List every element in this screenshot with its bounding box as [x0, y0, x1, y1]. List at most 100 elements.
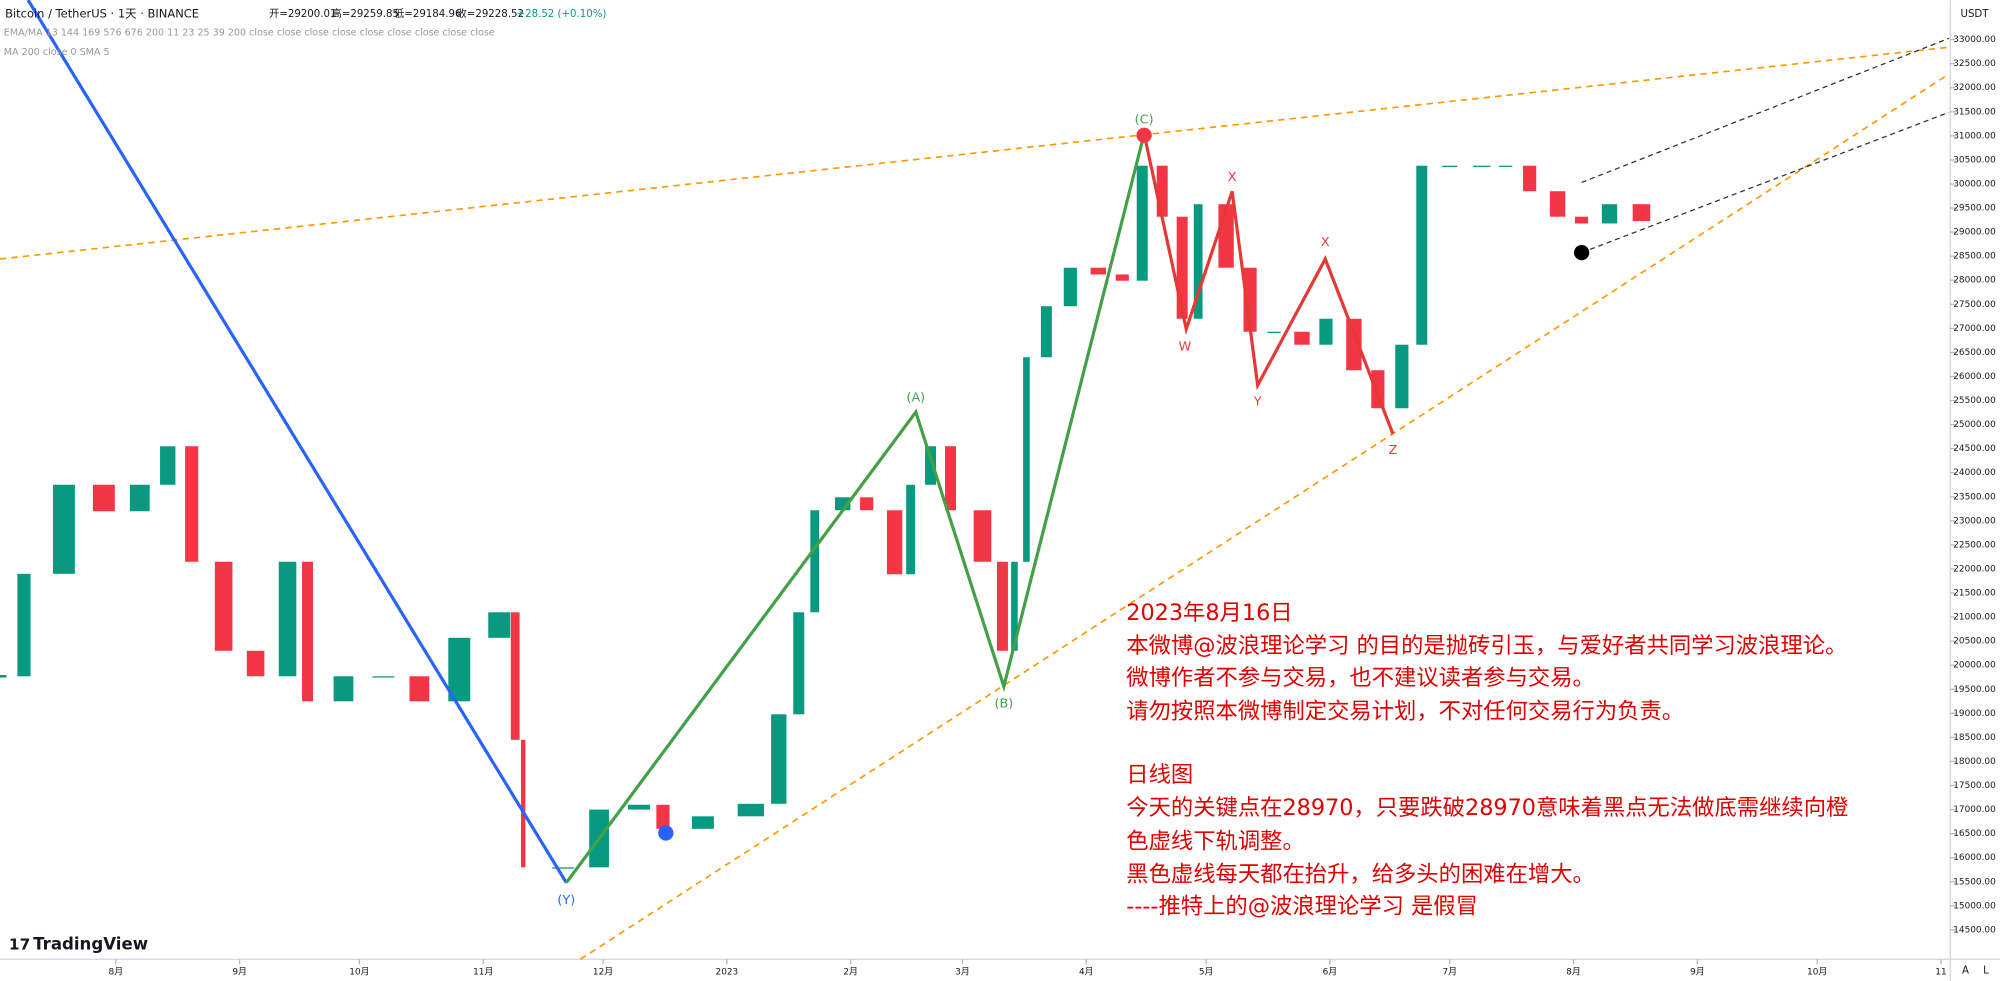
annotation-line: 今天的关键点在28970，只要跌破28970意味着黑点无法做底需继续向橙 [1126, 795, 1848, 821]
candle [656, 804, 670, 829]
x-tick-label: 10月 [349, 967, 369, 978]
y-tick-label: 26500.00 [1953, 348, 1996, 358]
candle [520, 739, 526, 868]
candle [793, 612, 805, 715]
x-tick-label: 11 [1935, 968, 1946, 978]
candle [1549, 191, 1566, 217]
x-tick-label: 9月 [232, 967, 247, 978]
candle [860, 497, 874, 511]
y-tick-label: 15500.00 [1953, 877, 1996, 887]
x-tick-label: 8月 [109, 967, 124, 978]
candle [1156, 165, 1168, 217]
candle [1267, 331, 1281, 334]
orange-trendline [579, 73, 1950, 960]
candle [945, 446, 957, 511]
annotation-line: 色虚线下轨调整。 [1126, 828, 1305, 854]
candle [52, 484, 75, 574]
wave-label: X [1321, 235, 1330, 250]
x-tick-label: 2月 [843, 967, 858, 978]
y-tick-label: 22000.00 [1953, 564, 1996, 574]
annotation-line: 日线图 [1126, 762, 1193, 788]
candle [906, 484, 915, 575]
candle [1499, 165, 1513, 167]
candle [1319, 318, 1333, 345]
y-tick-label: 28500.00 [1953, 252, 1996, 262]
symbol: Bitcoin / TetherUS · 1天 · BINANCE [5, 7, 199, 21]
candle [1040, 306, 1052, 358]
candle [1601, 204, 1618, 224]
y-tick-label: 14500.00 [1953, 925, 1996, 935]
candle [1115, 274, 1129, 281]
wave-label: (Y) [557, 893, 575, 908]
y-tick-label: 28000.00 [1953, 276, 1996, 286]
candle [1176, 216, 1188, 319]
orange-trendline [0, 46, 1950, 260]
candle [1395, 344, 1409, 409]
ohlc-close: 收=29228.52 [457, 7, 524, 20]
x-tick-label: 9月 [1690, 967, 1705, 978]
candle [771, 714, 787, 804]
y-tick-label: 31000.00 [1953, 131, 1996, 141]
x-tick-label: 6月 [1323, 967, 1338, 978]
y-tick-label: 15000.00 [1953, 901, 1996, 911]
scale-button[interactable]: L [1983, 966, 1989, 977]
candle [1193, 204, 1203, 319]
candle [1472, 165, 1491, 167]
y-tick-label: 23000.00 [1953, 516, 1996, 526]
y-tick-label: 25000.00 [1953, 420, 1996, 430]
candle [1632, 204, 1651, 222]
candle [372, 676, 395, 678]
candle [1023, 357, 1030, 562]
labels: Bitcoin / TetherUS · 1天 · BINANCE 开=2920… [4, 7, 1989, 977]
y-tick-label: 19000.00 [1953, 709, 1996, 719]
candle [1136, 165, 1148, 281]
y-tick-label: 30500.00 [1953, 155, 1996, 165]
wave-label: Y [1253, 394, 1262, 409]
candle [246, 650, 265, 677]
y-tick-label: 16500.00 [1953, 829, 1996, 839]
candle [488, 612, 511, 638]
y-tick-label: 22500.00 [1953, 540, 1996, 550]
y-tick-label: 30000.00 [1953, 179, 1996, 189]
x-tick-label: 4月 [1079, 967, 1094, 978]
candle [92, 484, 115, 512]
y-tick-label: 29500.00 [1953, 204, 1996, 214]
candle [552, 867, 575, 869]
scale-button[interactable]: A [1962, 966, 1969, 977]
ohlc-open: 开=29200.01 [269, 9, 336, 20]
x-tick-label: 10月 [1807, 967, 1827, 978]
y-tick-label: 21500.00 [1953, 589, 1996, 599]
candle [1243, 267, 1257, 332]
x-tick-label: 2023 [716, 968, 739, 978]
candle [1063, 267, 1077, 307]
currency[interactable]: USDT [1960, 9, 1989, 20]
x-tick-label: 7月 [1442, 967, 1457, 978]
black-channel-line [1581, 111, 1950, 254]
y-tick-label: 23500.00 [1953, 492, 1996, 502]
annotation-line: 2023年8月16日 [1126, 600, 1292, 626]
candle [810, 510, 820, 613]
wave-line-red [1142, 133, 1395, 435]
annotation-line: 本微博@波浪理论学习 的目的是抛砖引玉，与爱好者共同学习波浪理论。 [1126, 633, 1847, 659]
candle [996, 561, 1008, 651]
y-tick-label: 20500.00 [1953, 637, 1996, 647]
y-tick-label: 27500.00 [1953, 300, 1996, 310]
candle [737, 803, 765, 817]
y-tick-label: 24500.00 [1953, 444, 1996, 454]
candle [1574, 216, 1589, 224]
y-tick-label: 32500.00 [1953, 59, 1996, 69]
candle [214, 561, 233, 651]
candle [333, 676, 354, 702]
x-tick-label: 12月 [593, 967, 613, 978]
x-tick-label: 8月 [1566, 967, 1581, 978]
wave-label: W [1179, 340, 1192, 355]
wave-line-blue [26, 0, 568, 884]
candle [302, 561, 314, 702]
y-tick-label: 21000.00 [1953, 613, 1996, 623]
wave-label: (A) [906, 391, 925, 406]
candle [973, 510, 992, 562]
y-tick-label: 18000.00 [1953, 757, 1996, 767]
